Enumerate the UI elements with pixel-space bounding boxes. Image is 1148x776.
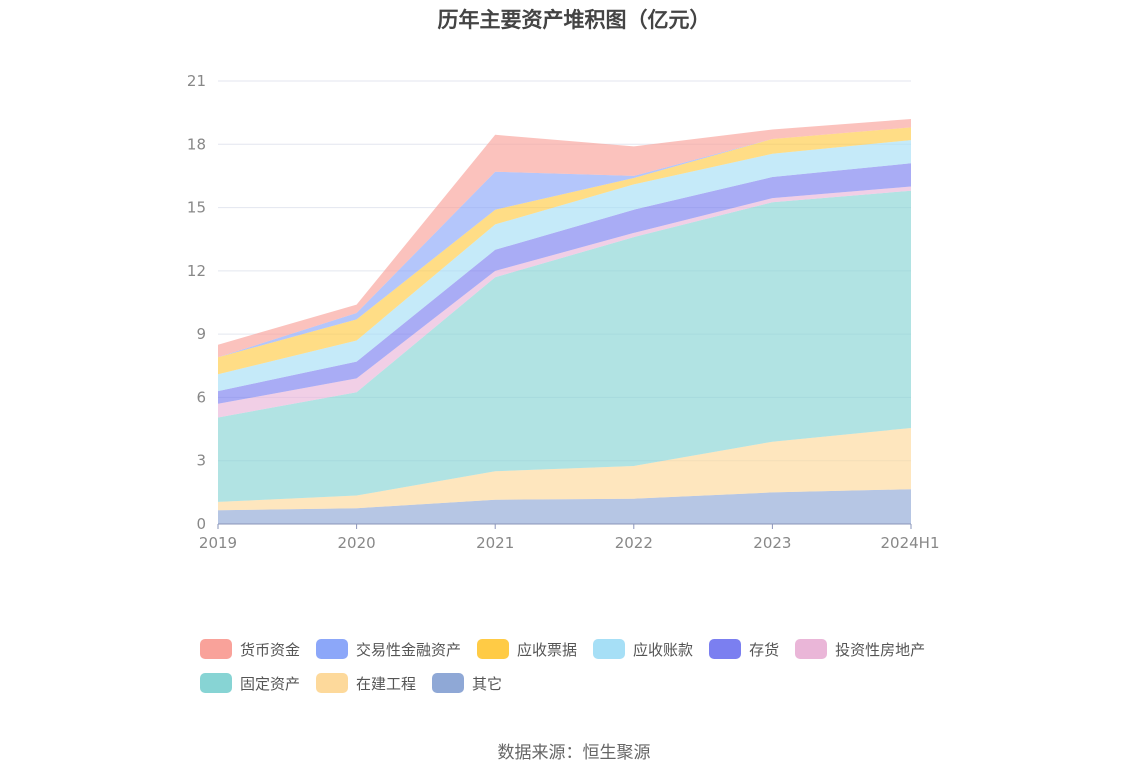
- legend-swatch: [200, 639, 232, 659]
- legend-label: 应收账款: [633, 640, 694, 659]
- x-tick-label: 2021: [476, 534, 514, 552]
- legend-item[interactable]: 固定资产: [200, 672, 300, 694]
- area-series-货币资金: [218, 119, 911, 358]
- area-series-其它: [218, 489, 911, 524]
- x-tick-label: 2022: [615, 534, 653, 552]
- x-tick-label: 2024H1: [881, 534, 940, 552]
- legend-swatch: [709, 639, 742, 659]
- legend-swatch: [593, 639, 626, 659]
- legend-item[interactable]: 投资性房地产: [795, 638, 925, 660]
- y-tick-label: 18: [187, 135, 206, 153]
- y-tick-label: 9: [196, 325, 206, 343]
- stacked-area-chart: 0 3 6 9 12 15 18 21 2019 2020 2021 2022 2023 2024H1: [187, 72, 940, 552]
- area-series-投资性房地产: [218, 186, 911, 418]
- legend-swatch: [432, 673, 465, 693]
- x-tick-label: 2023: [753, 534, 791, 552]
- area-series-存货: [218, 163, 911, 404]
- y-tick-label: 6: [196, 388, 206, 406]
- legend-label: 交易性金融资产: [356, 640, 462, 659]
- area-series-应收账款: [218, 140, 911, 392]
- area-series-在建工程: [218, 428, 911, 511]
- legend-label: 应收票据: [517, 640, 578, 659]
- legend-item[interactable]: 应收账款: [593, 638, 693, 660]
- y-tick-label: 12: [187, 262, 206, 280]
- x-tick-label: 2020: [338, 534, 376, 552]
- y-tick-label: 15: [187, 199, 206, 217]
- y-tick-label: 0: [196, 515, 206, 533]
- y-tick-label: 21: [187, 72, 206, 90]
- legend-item[interactable]: 货币资金: [200, 638, 300, 660]
- area-series-固定资产: [218, 190, 911, 502]
- legend-swatch: [477, 639, 510, 659]
- legend-label: 在建工程: [356, 674, 417, 693]
- legend-item[interactable]: 应收票据: [477, 638, 577, 660]
- legend-label: 固定资产: [240, 674, 301, 693]
- legend-swatch: [316, 639, 349, 659]
- legend-swatch: [795, 639, 828, 659]
- area-series-应收票据: [218, 127, 911, 375]
- legend-label: 存货: [749, 640, 780, 659]
- legend-item[interactable]: 其它: [432, 672, 502, 694]
- legend-label: 其它: [472, 674, 503, 693]
- chart-title: 历年主要资产堆积图（亿元）: [437, 8, 711, 32]
- legend-swatch: [316, 673, 349, 693]
- legend-item[interactable]: 存货: [709, 638, 779, 660]
- legend-label: 货币资金: [240, 640, 301, 659]
- x-tick-label: 2019: [199, 534, 237, 552]
- data-source-note: 数据来源：恒生聚源: [497, 743, 651, 763]
- legend-swatch: [200, 673, 232, 693]
- chart-legend: 货币资金 交易性金融资产 应收票据 应收账款 存货 投资性房地产固定资产 在建工程 其它: [200, 638, 960, 694]
- y-tick-label: 3: [196, 452, 206, 470]
- legend-item[interactable]: 交易性金融资产: [316, 638, 461, 660]
- legend-label: 投资性房地产: [835, 640, 926, 659]
- legend-item[interactable]: 在建工程: [316, 672, 416, 694]
